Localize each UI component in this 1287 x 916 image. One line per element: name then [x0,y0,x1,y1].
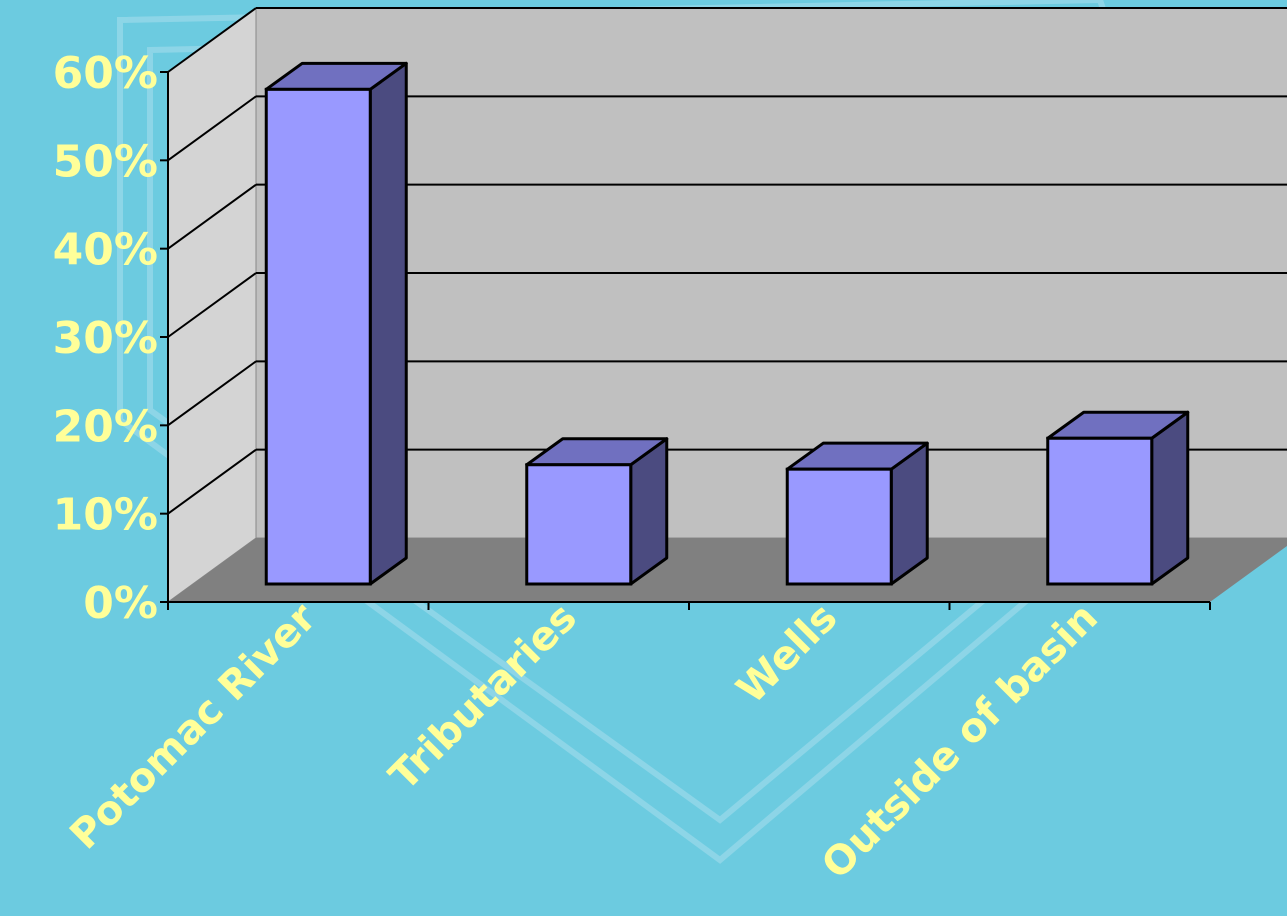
axes [160,71,1211,610]
y-tick-label: 20% [53,401,158,452]
gridline-side [167,272,257,338]
bar-wells [785,441,929,586]
gridline-side [167,7,257,73]
x-tick-label: Wells [728,595,846,713]
bar-front [525,463,633,586]
x-tick-label: Tributaries [381,595,586,800]
bar-outside-of-basin [1046,410,1190,586]
bars [264,61,1190,586]
y-tick-label: 10% [53,490,158,541]
y-tick-label: 0% [83,578,158,629]
x-tick-label: Potomac River [61,594,325,858]
gridline-side [167,183,257,250]
bar-front [1046,436,1154,586]
bar-tributaries [525,437,669,586]
y-tick-labels: 0% 10% 20% 30% 40% 50% 60% [53,48,158,629]
y-tick-label: 50% [53,136,158,187]
gridline-side [167,448,257,515]
floor [168,538,1287,602]
gridline-side [167,95,257,162]
gridlines [167,7,1287,515]
y-tick-label: 30% [53,313,158,364]
bar-front [785,467,893,586]
bar-side [368,61,408,586]
bar-front [264,87,372,586]
bar-potomac-river [264,61,408,586]
gridline-side [167,360,257,427]
bar-side [1150,410,1190,586]
y-tick-label: 40% [53,225,158,276]
y-tick-label: 60% [53,48,158,99]
